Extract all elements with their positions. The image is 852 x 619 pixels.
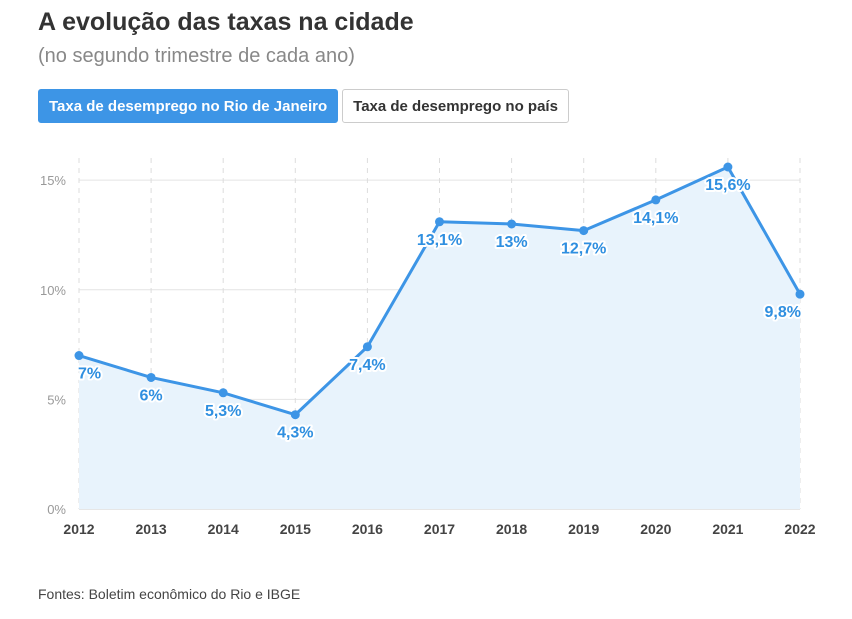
x-tick-label: 2016 bbox=[352, 521, 383, 537]
data-label: 13% bbox=[496, 234, 528, 251]
data-point bbox=[290, 410, 300, 420]
data-points bbox=[74, 162, 805, 420]
data-label: 14,1% bbox=[633, 210, 678, 227]
x-tick-label: 2012 bbox=[63, 521, 94, 537]
data-point bbox=[435, 217, 444, 227]
data-labels: 7% 6% 5,3% 4,3% 7,4% 13,1% 13% 12,7% 14,1% 15,6% 9… bbox=[76, 175, 803, 444]
chart-title: A evolução das taxas na cidade bbox=[38, 8, 414, 36]
x-tick-label: 2020 bbox=[640, 521, 671, 537]
x-tick-label: 2015 bbox=[280, 521, 311, 537]
x-tick-label: 2017 bbox=[424, 521, 455, 537]
data-point bbox=[723, 162, 733, 172]
data-point bbox=[218, 388, 228, 398]
data-point bbox=[362, 342, 372, 352]
data-label: 9,8% bbox=[765, 304, 801, 321]
data-label: 15,6% bbox=[705, 177, 750, 194]
data-label: 12,7% bbox=[561, 241, 606, 258]
source-note: Fontes: Boletim econômico do Rio e IBGE bbox=[38, 586, 301, 602]
x-tick-label: 2013 bbox=[136, 521, 167, 537]
data-point bbox=[146, 372, 156, 382]
data-label: 4,3% bbox=[277, 425, 313, 442]
data-label: 7,4% bbox=[349, 357, 385, 374]
data-label: 7% bbox=[78, 366, 101, 383]
x-axis-labels: 2012 2013 2014 2015 2016 2017 2018 2019 2020 2021… bbox=[63, 521, 815, 537]
data-point bbox=[579, 226, 589, 236]
tab-rio-de-janeiro[interactable]: Taxa de desemprego no Rio de Janeiro bbox=[38, 89, 339, 123]
data-label: 13,1% bbox=[417, 232, 462, 249]
chart-subtitle: (no segundo trimestre de cada ano) bbox=[38, 45, 355, 67]
y-tick-label: 0% bbox=[47, 502, 66, 517]
x-tick-label: 2021 bbox=[712, 521, 743, 537]
y-axis-labels: 0% 5% 10% 15% bbox=[40, 173, 66, 517]
data-label: 5,3% bbox=[205, 403, 241, 420]
data-point bbox=[651, 195, 661, 205]
data-point bbox=[74, 351, 84, 361]
data-point bbox=[507, 219, 517, 229]
y-tick-label: 5% bbox=[47, 392, 66, 407]
y-tick-label: 15% bbox=[40, 173, 66, 188]
data-point bbox=[795, 289, 805, 299]
y-tick-label: 10% bbox=[40, 283, 66, 298]
x-tick-label: 2018 bbox=[496, 521, 527, 537]
x-tick-label: 2022 bbox=[784, 521, 815, 537]
x-tick-label: 2014 bbox=[208, 521, 239, 537]
area-fill bbox=[79, 167, 800, 509]
tab-pais[interactable]: Taxa de desemprego no país bbox=[342, 89, 569, 123]
tab-bar: Taxa de desemprego no Rio de Janeiro Tax… bbox=[38, 89, 569, 123]
x-tick-label: 2019 bbox=[568, 521, 599, 537]
line-chart: 0%5%10%15% 2012 2013 2014 2015 2016 2017 2018 2… bbox=[40, 158, 816, 537]
data-label: 6% bbox=[140, 387, 163, 404]
